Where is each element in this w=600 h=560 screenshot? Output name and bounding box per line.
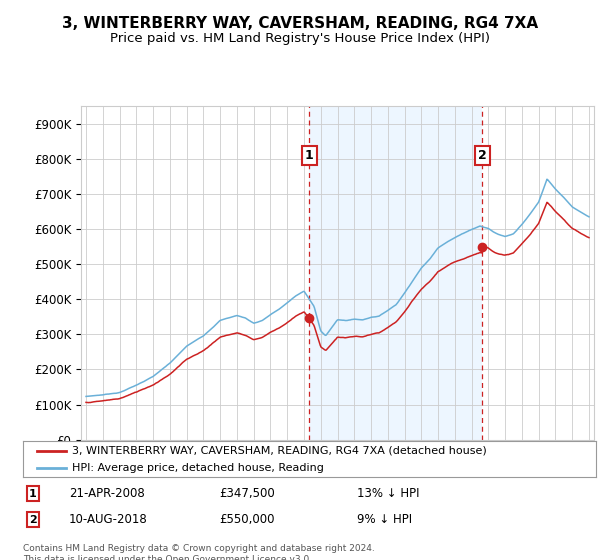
Text: 3, WINTERBERRY WAY, CAVERSHAM, READING, RG4 7XA: 3, WINTERBERRY WAY, CAVERSHAM, READING, … <box>62 16 538 31</box>
Bar <box>309 106 482 440</box>
Text: 21-APR-2008: 21-APR-2008 <box>69 487 145 501</box>
Text: 2: 2 <box>29 515 37 525</box>
Text: 2: 2 <box>478 149 487 162</box>
Text: £550,000: £550,000 <box>219 513 275 526</box>
Text: Price paid vs. HM Land Registry's House Price Index (HPI): Price paid vs. HM Land Registry's House … <box>110 32 490 45</box>
Text: 10-AUG-2018: 10-AUG-2018 <box>69 513 148 526</box>
Text: 9% ↓ HPI: 9% ↓ HPI <box>357 513 412 526</box>
Text: £347,500: £347,500 <box>219 487 275 501</box>
Text: HPI: Average price, detached house, Reading: HPI: Average price, detached house, Read… <box>71 463 323 473</box>
Text: 1: 1 <box>305 149 313 162</box>
Text: 3, WINTERBERRY WAY, CAVERSHAM, READING, RG4 7XA (detached house): 3, WINTERBERRY WAY, CAVERSHAM, READING, … <box>71 446 486 455</box>
Text: Contains HM Land Registry data © Crown copyright and database right 2024.
This d: Contains HM Land Registry data © Crown c… <box>23 544 374 560</box>
Text: 13% ↓ HPI: 13% ↓ HPI <box>357 487 419 501</box>
Text: 1: 1 <box>29 489 37 499</box>
